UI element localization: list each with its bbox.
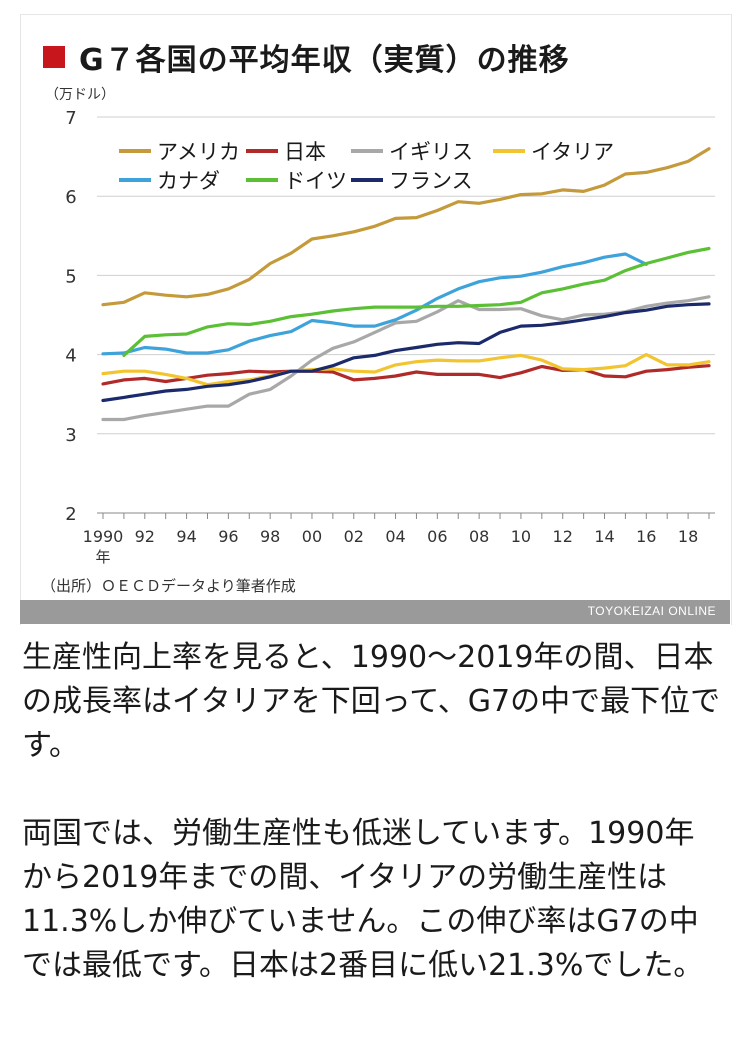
- x-tick-label: 04: [385, 527, 405, 546]
- legend-label: フランス: [389, 169, 473, 193]
- x-tick-label: 98: [260, 527, 280, 546]
- title-marker-square: [43, 46, 65, 68]
- series-line: [101, 295, 711, 422]
- y-tick-label: 7: [65, 108, 76, 129]
- x-tick-label: 18: [678, 527, 698, 546]
- x-tick-label: 94: [176, 527, 196, 546]
- series-line: [101, 364, 711, 386]
- article-body: 生産性向上率を見ると、1990〜2019年の間、日本の成長率はイタリアを下回って…: [22, 636, 722, 988]
- x-tick-label: 14: [594, 527, 614, 546]
- x-tick-label: 00: [302, 527, 322, 546]
- series-line: [101, 353, 711, 387]
- y-tick-label: 4: [65, 346, 76, 367]
- article-paragraph: 両国では、労働生産性も低迷しています。1990年から2019年までの間、イタリア…: [22, 816, 704, 983]
- x-tick-label: 08: [469, 527, 489, 546]
- chart-title-row: G７各国の平均年収（実質）の推移: [43, 37, 570, 78]
- x-tick-label: 16: [636, 527, 656, 546]
- x-tick-label: 10: [511, 527, 531, 546]
- chart-figure: G７各国の平均年収（実質）の推移 2 3 4 5 6 7 （万ドル） 1990 92 94 96 98…: [20, 14, 732, 625]
- credit-text: TOYOKEIZAI ONLINE: [587, 604, 716, 618]
- series-line: [122, 246, 711, 357]
- legend-label: イタリア: [531, 140, 614, 164]
- legend-label: ドイツ: [284, 169, 347, 193]
- y-tick-label: 6: [65, 187, 76, 208]
- y-tick-label: 2: [65, 504, 76, 525]
- legend-label: イギリス: [389, 140, 473, 164]
- x-tick-label: 02: [344, 527, 364, 546]
- y-tick-label: 5: [65, 266, 76, 287]
- series-line: [101, 302, 711, 403]
- x-tick-label: 06: [427, 527, 447, 546]
- line-chart: 2 3 4 5 6 7 （万ドル） 1990 92 94 96 98 00 02 04 06 08 10 12 14 1…: [45, 87, 715, 566]
- x-tick-label: 12: [553, 527, 573, 546]
- x-tick-label: 1990: [83, 527, 124, 546]
- article-paragraph: 生産性向上率を見ると、1990〜2019年の間、日本の成長率はイタリアを下回って…: [22, 640, 721, 763]
- chart-title: G７各国の平均年収（実質）の推移: [79, 43, 570, 78]
- credit-bar: TOYOKEIZAI ONLINE: [20, 600, 730, 624]
- x-tick-label: 92: [135, 527, 155, 546]
- legend-label: カナダ: [157, 169, 220, 193]
- x-tick-label: 96: [218, 527, 238, 546]
- legend-label: 日本: [284, 140, 326, 164]
- legend-label: アメリカ: [157, 140, 240, 164]
- y-tick-label: 3: [65, 425, 76, 446]
- x-axis-label: 年: [95, 548, 110, 566]
- chart-source-note: （出所）ＯＥＣＤデータより筆者作成: [41, 577, 296, 595]
- y-axis-label: （万ドル）: [45, 87, 115, 103]
- series-line: [101, 147, 711, 307]
- series-line: [101, 252, 648, 356]
